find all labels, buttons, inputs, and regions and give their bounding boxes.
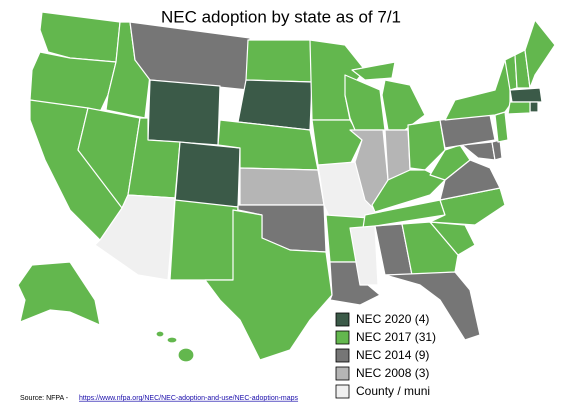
legend-label: NEC 2014 (9) — [356, 348, 429, 362]
state — [351, 61, 396, 81]
legend-swatch — [335, 312, 350, 327]
state — [311, 119, 363, 166]
state — [509, 87, 543, 103]
state — [166, 336, 178, 344]
legend-label: NEC 2020 (4) — [356, 312, 429, 326]
state — [344, 74, 386, 131]
state — [169, 199, 239, 281]
state — [245, 39, 313, 83]
state — [407, 119, 446, 171]
state — [237, 79, 313, 131]
state — [217, 119, 319, 171]
source-label: Source: NFPA - — [20, 395, 69, 402]
state — [29, 51, 117, 113]
state — [381, 79, 426, 131]
state — [524, 19, 556, 89]
state — [507, 101, 531, 115]
state — [204, 209, 333, 361]
state — [349, 225, 379, 286]
state — [147, 79, 221, 146]
state — [494, 111, 509, 143]
us-map — [17, 11, 556, 363]
legend-swatch — [335, 348, 350, 363]
legend-swatch — [335, 330, 350, 345]
source-link[interactable]: https://www.nfpa.org/NEC/NEC-adoption-an… — [79, 395, 299, 402]
state — [384, 271, 481, 341]
state — [239, 167, 325, 206]
legend-label: NEC 2008 (3) — [356, 366, 429, 380]
legend-label: NEC 2017 (31) — [356, 330, 436, 344]
map-title: NEC adoption by state as of 7/1 — [161, 7, 401, 26]
state — [155, 330, 165, 338]
state — [174, 141, 241, 208]
state — [529, 101, 539, 113]
legend: NEC 2020 (4) NEC 2017 (31) NEC 2014 (9) NEC… — [335, 312, 436, 399]
legend-swatch — [335, 366, 350, 381]
state — [349, 129, 389, 211]
legend-swatch — [335, 384, 350, 399]
legend-label: County / muni — [356, 384, 430, 398]
state — [17, 261, 101, 326]
state — [444, 59, 511, 121]
state — [401, 221, 459, 276]
state — [177, 347, 195, 363]
